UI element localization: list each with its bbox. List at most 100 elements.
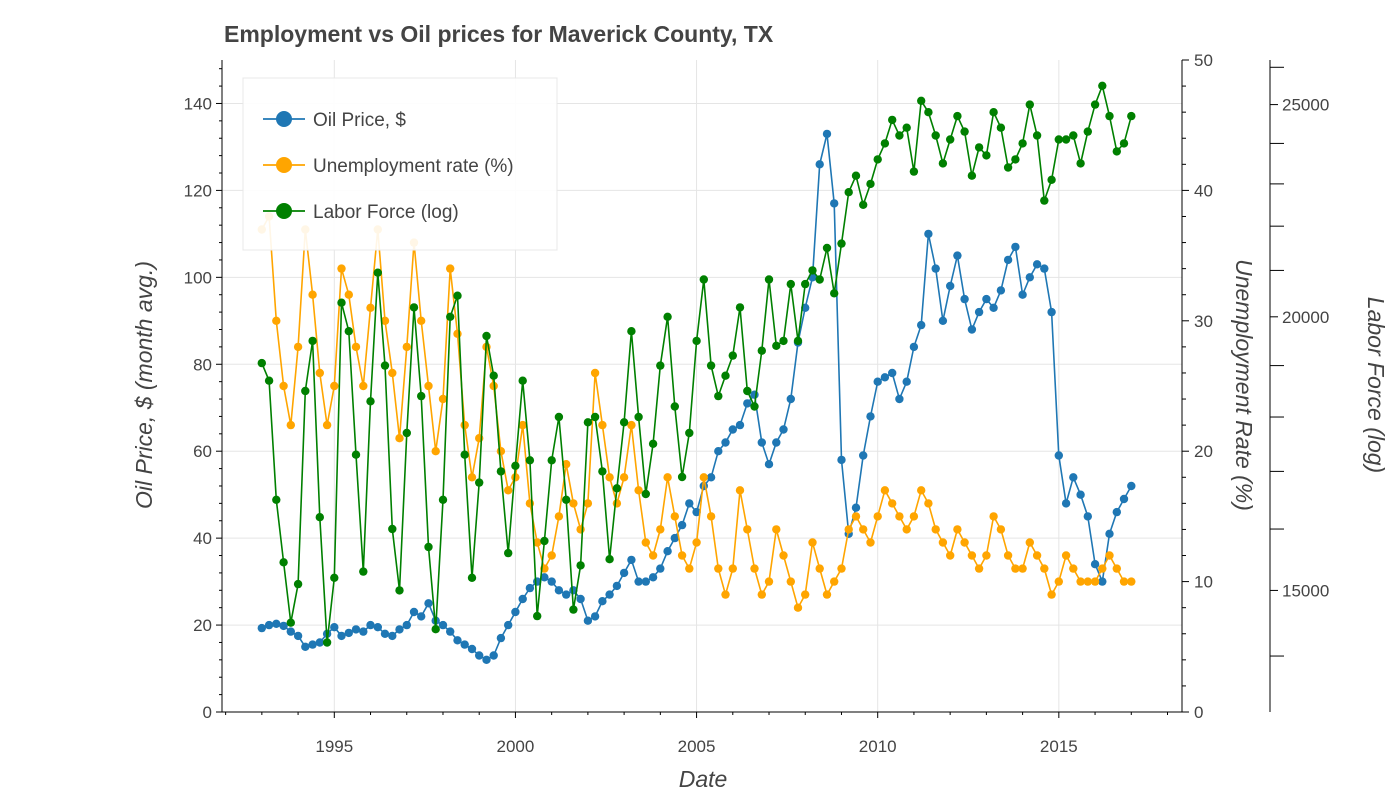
data-point [359, 627, 368, 636]
data-point [728, 425, 737, 434]
data-point [634, 412, 643, 422]
data-point [880, 373, 890, 382]
data-point [583, 499, 593, 508]
data-point [446, 312, 455, 321]
data-point [272, 316, 281, 325]
data-point [967, 171, 977, 180]
data-point [1105, 551, 1114, 560]
data-point [946, 281, 955, 291]
data-point [880, 486, 890, 495]
data-point [438, 620, 448, 630]
data-point [257, 623, 266, 633]
data-point [641, 577, 650, 586]
data-point [996, 525, 1006, 534]
data-point [750, 390, 759, 399]
data-point [554, 586, 564, 595]
series-1 [257, 212, 1136, 612]
data-point [322, 638, 332, 647]
data-point [351, 450, 361, 459]
legend-label: Unemployment rate (%) [313, 156, 514, 177]
data-point [518, 420, 527, 430]
data-point [366, 397, 375, 406]
data-point [554, 412, 564, 422]
data-point [380, 316, 390, 325]
data-point [1127, 111, 1136, 121]
data-point [511, 473, 520, 482]
data-point [648, 551, 658, 560]
data-point [272, 495, 281, 504]
data-point [699, 473, 708, 482]
series-layer [257, 81, 1136, 664]
data-point [917, 486, 926, 495]
data-point [467, 644, 477, 654]
data-point [634, 486, 643, 495]
data-point [909, 167, 919, 176]
left-tick-label: 140 [184, 94, 212, 113]
data-point [453, 329, 462, 338]
data-point [402, 428, 411, 438]
data-point [388, 524, 397, 534]
data-point [822, 129, 832, 139]
legend-layer: Oil Price, $ Unemployment rate (%) Labor F… [242, 77, 558, 251]
data-point [460, 640, 469, 649]
right-tick-label-unemployment: 40 [1194, 181, 1213, 200]
data-point [1105, 111, 1114, 121]
data-point [1090, 577, 1100, 586]
data-point [967, 325, 977, 334]
right-tick-label-labor-force: 20000 [1282, 308, 1329, 327]
data-point [677, 472, 687, 482]
data-point [496, 447, 506, 456]
data-point [735, 303, 745, 312]
data-point [409, 607, 419, 617]
data-point [902, 123, 911, 132]
data-point [757, 346, 766, 355]
data-point [989, 108, 998, 117]
data-point [692, 538, 701, 547]
data-point [648, 439, 658, 448]
chart-title: Employment vs Oil prices for Maverick Co… [224, 21, 774, 47]
data-point [902, 377, 911, 386]
data-point [830, 289, 839, 298]
data-point [417, 391, 426, 401]
data-point [793, 336, 803, 346]
data-point [547, 456, 556, 465]
data-point [757, 590, 766, 599]
data-point [946, 551, 955, 560]
data-point [576, 525, 585, 534]
data-point [960, 294, 969, 304]
data-point [924, 229, 933, 239]
data-point [808, 538, 817, 547]
data-point [373, 268, 382, 277]
data-point [931, 525, 940, 534]
data-point [902, 525, 911, 534]
data-point [728, 564, 737, 573]
data-point [605, 473, 614, 482]
data-point [395, 586, 404, 595]
data-point [1018, 139, 1027, 148]
data-point [1011, 564, 1020, 573]
data-point [402, 342, 411, 352]
right-axis-label-labor-force: Labor Force (log) [1363, 297, 1389, 473]
x-tick-label: 2015 [1040, 737, 1078, 756]
left-tick-label: 20 [193, 616, 212, 635]
data-point [293, 342, 303, 352]
data-point [1083, 512, 1093, 521]
data-point [1011, 155, 1020, 164]
data-point [822, 243, 832, 253]
data-point [953, 111, 962, 121]
data-point [315, 638, 324, 647]
data-point [685, 428, 694, 438]
data-point [1076, 577, 1085, 586]
data-point [743, 525, 752, 534]
data-point [308, 336, 317, 346]
data-point [279, 621, 288, 631]
data-point [1076, 159, 1085, 168]
data-point [286, 618, 295, 627]
data-point [750, 402, 759, 411]
data-point [1040, 264, 1049, 273]
data-point [612, 499, 622, 508]
data-point [779, 551, 788, 560]
data-point [308, 640, 317, 649]
data-point [337, 298, 346, 307]
